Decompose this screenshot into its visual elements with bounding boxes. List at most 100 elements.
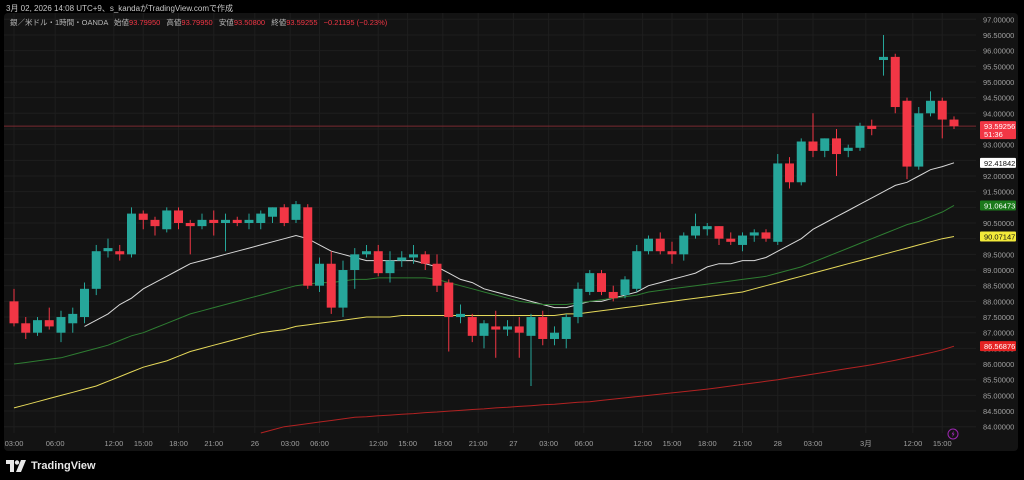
candle-body — [162, 210, 172, 230]
x-tick-label: 15:00 — [134, 439, 153, 448]
candle-body — [91, 251, 101, 289]
candle-body — [608, 291, 618, 299]
sma-green-tag-bg — [980, 200, 1016, 211]
candle-body — [832, 138, 841, 155]
candle-body — [796, 141, 806, 183]
candle — [667, 241, 677, 264]
candle — [56, 310, 66, 343]
candle — [503, 320, 512, 336]
candle-body — [291, 204, 301, 220]
legend-symbol: 銀／米ドル・1時間・OANDA — [10, 18, 108, 27]
x-tick-label: 18:00 — [698, 439, 717, 448]
candle-body — [491, 326, 501, 330]
y-tick-label: 92.00000 — [983, 172, 1014, 181]
candle — [949, 116, 959, 129]
candle-body — [879, 56, 888, 61]
candle-body — [150, 219, 160, 227]
y-tick-label: 87.00000 — [983, 329, 1014, 338]
candlesticks — [9, 34, 959, 386]
sma-white-tag-bg — [980, 157, 1016, 168]
candle-body — [585, 273, 595, 292]
candle — [691, 213, 700, 239]
legend-low-value: 93.50800 — [233, 18, 266, 27]
candle — [138, 210, 148, 230]
candle — [268, 207, 277, 223]
x-tick-label: 03:00 — [5, 439, 24, 448]
x-tick-label: 15:00 — [933, 439, 952, 448]
last-price-tag-countdown: 51:36 — [984, 130, 1003, 139]
sma-green-tag: 91.06473 — [980, 200, 1016, 211]
candle — [926, 91, 935, 117]
candle — [655, 232, 665, 255]
candle — [420, 251, 430, 271]
candle — [456, 304, 465, 324]
y-tick-label: 86.00000 — [983, 360, 1014, 369]
candle-body — [420, 254, 430, 264]
y-tick-label: 94.50000 — [983, 94, 1014, 103]
candle-body — [56, 317, 66, 333]
candle — [467, 313, 477, 343]
candle — [373, 244, 383, 277]
candle — [820, 138, 830, 158]
price-axis: 97.00000 96.50000 96.00000 95.50000 95.00000… — [983, 15, 1014, 431]
time-axis: 03:00 06:00 12:00 15:00 18:00 21:00 26 03:00 06:… — [5, 439, 952, 448]
candle-body — [761, 232, 771, 239]
candle-body — [702, 226, 712, 230]
candle-body — [362, 251, 371, 255]
y-tick-label: 90.50000 — [983, 219, 1014, 228]
candle — [103, 238, 113, 258]
sma-white-tag-value: 92.41842 — [984, 159, 1015, 168]
chart-legend: 銀／米ドル・1時間・OANDA 始値93.79950 高値93.79950 安値… — [10, 17, 387, 28]
x-tick-label: 26 — [251, 439, 259, 448]
candle-body — [479, 323, 489, 336]
last-price-tag-value: 93.59256 — [984, 122, 1015, 131]
candle-body — [902, 100, 912, 167]
candle — [832, 128, 841, 176]
candle — [620, 276, 630, 299]
sma-green-tag-value: 91.06473 — [984, 201, 1015, 210]
candle-body — [127, 213, 136, 255]
candle-body — [467, 317, 477, 336]
lightning-icon[interactable] — [947, 428, 959, 440]
candle-body — [397, 257, 407, 261]
candle — [749, 229, 759, 242]
candle-body — [890, 56, 900, 108]
candle-body — [820, 138, 830, 151]
x-tick-label: 06:00 — [574, 439, 593, 448]
candle-body — [773, 163, 783, 242]
candle — [808, 113, 818, 158]
candle — [232, 216, 242, 227]
candle-body — [385, 260, 395, 274]
candle — [150, 216, 160, 236]
sma-red-tag: 86.56876 — [980, 341, 1016, 352]
tradingview-logo-icon — [6, 460, 26, 472]
candle-body — [338, 270, 348, 308]
candle-body — [174, 210, 183, 223]
candle — [855, 122, 865, 151]
x-tick-label: 06:00 — [310, 439, 329, 448]
candle — [914, 107, 924, 170]
x-tick-label: 12:00 — [104, 439, 123, 448]
candle — [80, 282, 89, 324]
x-tick-label: 03:00 — [804, 439, 823, 448]
candle-body — [561, 317, 571, 339]
sma-white-tag: 92.41842 — [980, 157, 1016, 168]
candle — [679, 232, 689, 261]
candle-body — [514, 326, 524, 333]
candle-body — [667, 251, 677, 255]
candle-body — [573, 288, 583, 318]
x-tick-label: 21:00 — [733, 439, 752, 448]
candle — [174, 207, 183, 230]
candle — [526, 313, 536, 386]
candle-body — [115, 251, 125, 255]
candle — [432, 254, 442, 292]
y-tick-label: 94.00000 — [983, 109, 1014, 118]
brand-name: TradingView — [31, 460, 96, 472]
brand-logo[interactable]: TradingView — [6, 458, 96, 474]
chart-frame[interactable]: 97.00000 96.50000 96.00000 95.50000 95.00000… — [4, 13, 1018, 451]
chart-canvas[interactable]: 97.00000 96.50000 96.00000 95.50000 95.00000… — [4, 13, 1018, 451]
candle-body — [315, 263, 324, 286]
candle-body — [949, 119, 959, 127]
candle-body — [691, 226, 700, 236]
